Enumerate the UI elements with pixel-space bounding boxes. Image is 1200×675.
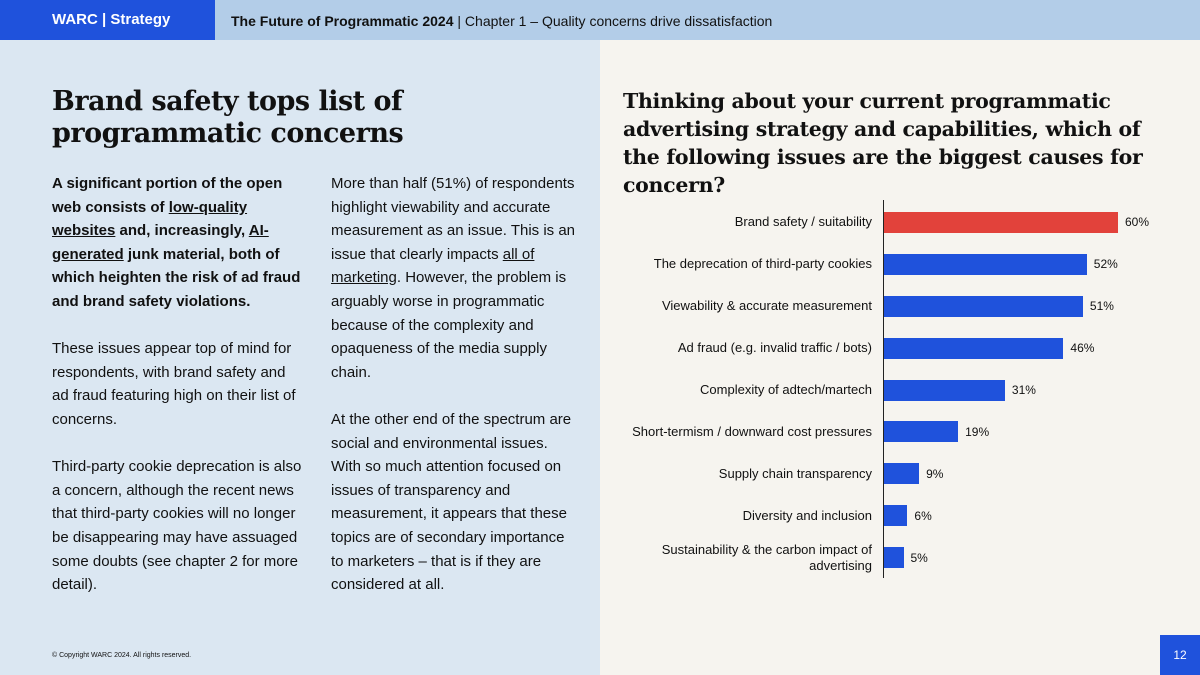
text-run: Third-party cookie deprecation is also a…	[52, 458, 302, 594]
value-label: 6%	[914, 508, 932, 523]
text-run: . However, the problem is arguably worse…	[331, 269, 567, 381]
value-label: 52%	[1093, 257, 1118, 272]
value-label: 51%	[1089, 299, 1114, 314]
category-label: Viewability & accurate measurement	[661, 298, 872, 314]
bar	[884, 379, 1005, 401]
text-run: At the other end of the spectrum are soc…	[331, 410, 572, 594]
category-label: Sustainability & the carbon impact of ad…	[661, 541, 872, 573]
value-label: 46%	[1070, 341, 1095, 356]
value-label: 31%	[1011, 383, 1036, 398]
bar	[884, 547, 904, 569]
column: More than half (51%) of respondents high…	[331, 172, 576, 620]
header-bar: The Future of Programmatic 2024 | Chapte…	[215, 0, 1200, 40]
page-title: Brand safety tops list of programmatic c…	[52, 86, 404, 149]
text-run: junk material, both of which heighten th…	[52, 245, 301, 310]
text-run: and, increasingly,	[115, 222, 249, 240]
value-label: 60%	[1125, 215, 1150, 230]
text-run: A significant portion of the open web co…	[52, 175, 283, 216]
bar	[884, 421, 959, 443]
paragraph: These issues appear top of mind for resp…	[52, 337, 302, 431]
bar	[884, 211, 1118, 233]
bar	[884, 295, 1083, 317]
chapter: | Chapter 1 – Quality concerns drive dis…	[457, 13, 773, 29]
bar	[884, 337, 1064, 359]
bar	[884, 463, 920, 485]
link: AI-generated	[52, 222, 269, 263]
value-label: 5%	[910, 550, 928, 565]
chart-title: Thinking about your current programmatic…	[623, 89, 1143, 197]
bar	[884, 253, 1087, 275]
paragraph: A significant portion of the open web co…	[52, 172, 302, 314]
category-label: Complexity of adtech/martech	[700, 382, 872, 398]
paragraph: At the other end of the spectrum are soc…	[331, 408, 576, 597]
report-title: The Future of Programmatic 2024	[231, 13, 454, 29]
page-number: 12	[1160, 635, 1200, 675]
text-run: More than half (51%) of respondents high…	[331, 175, 576, 263]
category-label: Ad fraud (e.g. invalid traffic / bots)	[677, 340, 872, 356]
link: low-quality websites	[52, 198, 248, 240]
category-label: Supply chain transparency	[718, 465, 872, 481]
value-label: 19%	[965, 424, 990, 439]
link: all of marketing	[331, 245, 535, 287]
brand: WARC | Strategy	[0, 0, 215, 40]
category-label: The deprecation of third-party cookies	[653, 256, 872, 272]
column: A significant portion of the open web co…	[52, 172, 302, 620]
axis-line	[883, 200, 884, 578]
category-label: Short-termism / downward cost pressures	[632, 423, 872, 439]
copyright: © Copyright WARC 2024. All rights reserv…	[52, 652, 192, 659]
bar	[884, 505, 908, 527]
paragraph: More than half (51%) of respondents high…	[331, 172, 576, 384]
text-run: These issues appear top of mind for resp…	[52, 340, 296, 428]
value-label: 9%	[926, 466, 944, 481]
paragraph: Third-party cookie deprecation is also a…	[52, 455, 302, 597]
category-label: Brand safety / suitability	[734, 214, 872, 230]
category-label: Diversity and inclusion	[742, 507, 872, 523]
